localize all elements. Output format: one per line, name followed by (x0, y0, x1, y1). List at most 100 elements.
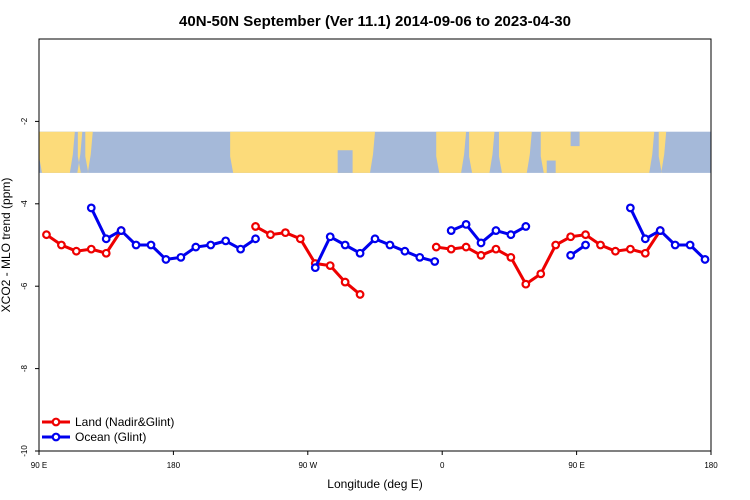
y-tick-label-2: -6 (20, 282, 29, 290)
series-0-line-0 (45, 229, 123, 255)
legend: Land (Nadir&Glint)Ocean (Glint) (42, 415, 174, 444)
series-0-point-2-8 (551, 240, 561, 250)
series-0-point-2-7 (536, 269, 546, 279)
x-tick-label-2: 90 W (298, 461, 317, 470)
series-1-point-1-3 (355, 248, 365, 258)
series-1-point-0-10 (236, 244, 246, 254)
series-0-point-1-1 (266, 230, 275, 240)
series-1-point-2-4 (506, 230, 516, 240)
series-1-point-1-5 (385, 240, 395, 250)
series-0-point-1-3 (295, 234, 305, 244)
series-1-point-1-6 (400, 246, 410, 256)
x-axis-label: Longitude (deg E) (327, 477, 422, 491)
series-1-point-0-3 (131, 240, 141, 250)
map-land-3 (230, 131, 375, 173)
series-1-point-3-1 (581, 240, 590, 250)
map-land-6 (498, 131, 532, 173)
series-1-point-1-2 (340, 240, 350, 250)
series-0-point-1-5 (325, 261, 335, 271)
series-0-point-0-3 (86, 244, 96, 254)
series-1-point-1-1 (325, 232, 335, 242)
x-axis: 90 E 180 90 W 0 90 E 180 (31, 451, 718, 470)
y-tick-label-4: -10 (20, 445, 29, 457)
series-1-point-0-9 (221, 236, 231, 246)
series-layer (42, 203, 710, 299)
world-map-band (39, 131, 711, 173)
series-0-point-2-3 (476, 250, 486, 260)
series-0-point-2-13 (625, 244, 635, 254)
series-1-point-4-0 (625, 203, 635, 213)
series-1-point-0-4 (146, 240, 156, 250)
series-1-line-0 (89, 207, 257, 261)
map-land-4 (436, 131, 467, 173)
series-0-point-2-12 (611, 246, 620, 256)
map-land-1 (77, 131, 83, 173)
series-1-point-0-8 (206, 240, 216, 250)
series-1-point-4-3 (670, 240, 680, 250)
series-0-line-2 (436, 229, 662, 286)
series-0 (42, 222, 665, 299)
series-1-point-4-1 (640, 234, 650, 244)
series-0-point-0-0 (42, 230, 51, 240)
series-1-point-0-5 (161, 255, 171, 264)
y-axis-label: XCO2 - MLO trend (ppm) (0, 178, 13, 313)
series-1-point-2-2 (476, 238, 486, 248)
series-1-point-0-11 (251, 234, 260, 244)
series-0-point-2-6 (521, 279, 531, 289)
map-land-8 (658, 131, 667, 173)
map-bay-1 (546, 160, 556, 173)
map-land-7 (540, 131, 655, 173)
series-0-point-2-4 (491, 244, 501, 254)
series-0-point-2-11 (596, 240, 605, 250)
legend-marker-1 (51, 432, 61, 442)
series-1-point-1-8 (430, 257, 440, 266)
map-bay-2 (570, 131, 580, 147)
map-land-2 (85, 131, 93, 173)
y-tick-label-1: -4 (20, 200, 29, 208)
series-1-point-2-1 (461, 219, 471, 229)
series-1-point-0-0 (86, 203, 96, 213)
series-0-point-2-10 (581, 230, 590, 240)
x-tick-label-5: 180 (704, 461, 718, 470)
legend-label-1: Ocean (Glint) (75, 430, 146, 444)
series-1-point-0-2 (116, 226, 126, 235)
series-1-point-1-4 (370, 234, 380, 244)
series-0-point-1-6 (340, 277, 350, 287)
series-0-point-1-0 (251, 222, 260, 231)
series-0-point-1-2 (281, 228, 290, 238)
series-1-point-3-0 (566, 250, 576, 260)
series-0-point-2-5 (506, 252, 516, 262)
y-axis: -2 -4 -6 -8 -10 (20, 117, 39, 457)
series-1-point-1-0 (310, 263, 320, 273)
series-0-point-2-0 (431, 242, 441, 252)
series-1-point-0-6 (176, 252, 186, 262)
map-land-5 (469, 131, 495, 173)
y-tick-label-0: -2 (20, 117, 29, 125)
series-0-point-0-1 (57, 240, 66, 250)
x-tick-label-4: 90 E (568, 461, 584, 470)
plot-frame (38, 38, 712, 452)
series-0-point-2-1 (446, 244, 456, 254)
series-1-point-2-5 (521, 222, 531, 231)
series-1-point-0-1 (101, 234, 111, 244)
legend-label-0: Land (Nadir&Glint) (75, 415, 174, 429)
series-0-point-0-4 (101, 248, 111, 258)
series-1-point-1-7 (415, 252, 425, 262)
series-0-point-2-9 (566, 232, 576, 242)
series-0-point-1-7 (355, 290, 365, 299)
series-0-point-2-14 (640, 248, 650, 258)
y-tick-label-3: -8 (20, 364, 29, 372)
map-land-0 (39, 131, 75, 173)
series-1-point-2-0 (446, 226, 456, 235)
legend-marker-0 (51, 417, 61, 427)
series-1-point-4-5 (700, 255, 710, 264)
series-1 (86, 203, 710, 273)
series-1-point-2-3 (491, 226, 501, 235)
x-tick-label-0: 90 E (31, 461, 47, 470)
series-1-point-0-7 (191, 242, 201, 252)
series-1-point-4-4 (685, 240, 695, 250)
series-0-point-0-2 (71, 246, 81, 256)
map-bay-0 (337, 150, 353, 173)
series-1-point-4-2 (655, 226, 665, 235)
